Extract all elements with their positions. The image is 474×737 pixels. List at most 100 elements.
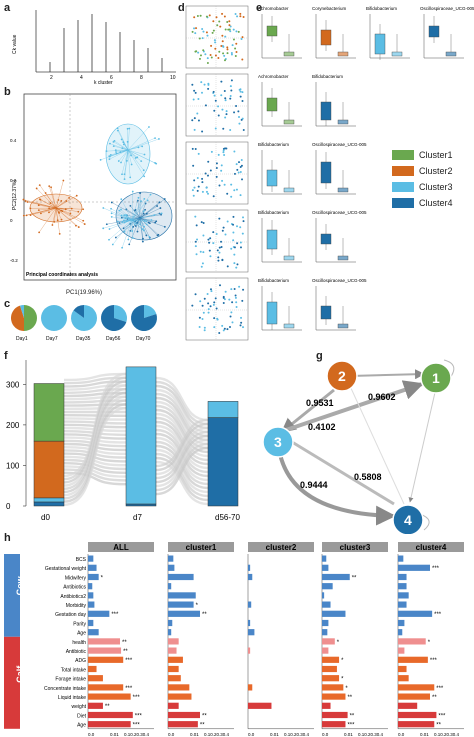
importance-bar — [248, 619, 251, 627]
sample-point — [232, 28, 235, 31]
edge-label-3: 0.9444 — [300, 480, 328, 490]
sample-point — [154, 221, 157, 224]
sample-point — [206, 62, 209, 65]
importance-bar — [88, 555, 94, 562]
box — [320, 305, 332, 320]
box — [320, 233, 332, 245]
sample-point — [221, 259, 224, 262]
sample-point — [116, 127, 119, 130]
sample-point — [226, 46, 229, 49]
panel-header: ALL — [113, 543, 129, 552]
sample-point — [238, 122, 241, 125]
spider-line — [111, 216, 133, 221]
sample-point — [213, 326, 216, 329]
taxon-title: Corynebacterium — [312, 6, 347, 11]
spider-line — [109, 149, 129, 160]
row-label: Gestational weight — [45, 566, 87, 572]
sample-point — [224, 35, 227, 38]
spider-line — [111, 213, 133, 221]
box — [266, 301, 278, 325]
importance-bar — [322, 656, 340, 663]
sample-point — [163, 198, 166, 200]
sample-point — [234, 294, 237, 297]
sample-point — [197, 119, 200, 122]
sample-point — [127, 238, 130, 241]
sample-point — [222, 151, 225, 154]
sample-point — [201, 262, 204, 265]
sample-point — [200, 91, 203, 94]
panel-c-pies: Day1 Day7 Day35 Day56 Day70 — [10, 305, 157, 342]
sample-point — [201, 177, 204, 180]
significance-stars: ** — [432, 695, 437, 701]
spider-line — [139, 217, 157, 222]
sample-point — [220, 164, 223, 167]
sample-point — [207, 311, 210, 314]
spider-line — [127, 149, 132, 165]
sample-point — [109, 142, 111, 145]
sample-point — [239, 15, 242, 18]
sample-point — [156, 234, 159, 237]
spider-line — [50, 187, 57, 209]
stacked-bar-segment — [33, 501, 65, 507]
sample-point — [134, 157, 137, 159]
sample-point — [109, 153, 112, 156]
alluvial-flow — [155, 452, 209, 498]
sample-point — [201, 304, 204, 307]
sample-point — [238, 88, 241, 91]
importance-bar — [398, 711, 437, 719]
sample-point — [193, 16, 196, 19]
group-bar-calf — [4, 636, 20, 729]
sample-point — [198, 316, 201, 319]
legend-swatch — [392, 166, 414, 176]
sample-point — [223, 54, 226, 57]
sample-point — [217, 153, 220, 156]
sample-point — [144, 208, 146, 211]
panel-a-ylabel: Ck value — [12, 34, 18, 54]
spider-line — [121, 149, 129, 175]
sample-point — [191, 30, 194, 33]
importance-bar — [398, 583, 407, 590]
row-label: Gestation day — [55, 612, 86, 618]
importance-bar — [322, 573, 350, 581]
x-tick-label: 0.0 — [88, 732, 95, 737]
pcoa-frame — [185, 5, 249, 69]
sample-point — [77, 226, 80, 228]
importance-bar — [168, 647, 177, 654]
sample-point — [212, 303, 215, 306]
sample-point — [212, 29, 215, 32]
importance-bar — [398, 601, 407, 608]
stacked-bar-segment — [207, 417, 239, 507]
sample-point — [201, 317, 204, 320]
sample-point — [230, 79, 233, 82]
spider-line — [129, 217, 141, 245]
state-node-4 — [392, 504, 424, 534]
spider-line — [117, 128, 129, 151]
spider-line — [55, 207, 63, 212]
alluvial-flow — [63, 372, 127, 382]
spider-line — [131, 219, 134, 239]
x-tick-label: 0.10.20.30.4 — [284, 732, 310, 737]
sample-point — [220, 169, 223, 172]
sample-point — [140, 200, 143, 203]
sample-point — [237, 110, 240, 113]
sample-point — [226, 48, 229, 51]
sample-point — [204, 172, 207, 175]
sample-point — [140, 160, 143, 163]
sample-point — [235, 42, 238, 45]
panel-a-chart: Ck value k cluster 2 4 6 8 10 — [12, 10, 176, 86]
importance-bar — [398, 555, 404, 562]
sample-point — [193, 179, 196, 182]
spider-line — [108, 219, 133, 240]
sample-point — [124, 217, 127, 220]
cluster3-ellipse — [105, 123, 151, 185]
spider-line — [38, 207, 57, 233]
sample-point — [229, 30, 232, 33]
importance-bar — [322, 638, 335, 645]
panel-b-caption: Principal coordinates analysis — [26, 272, 98, 278]
y-tick-label: 100 — [6, 461, 20, 470]
sample-point — [235, 188, 238, 191]
significance-stars: * — [341, 677, 344, 683]
sample-point — [197, 152, 200, 155]
importance-bar — [398, 675, 409, 682]
pcoa-frame — [185, 141, 249, 205]
